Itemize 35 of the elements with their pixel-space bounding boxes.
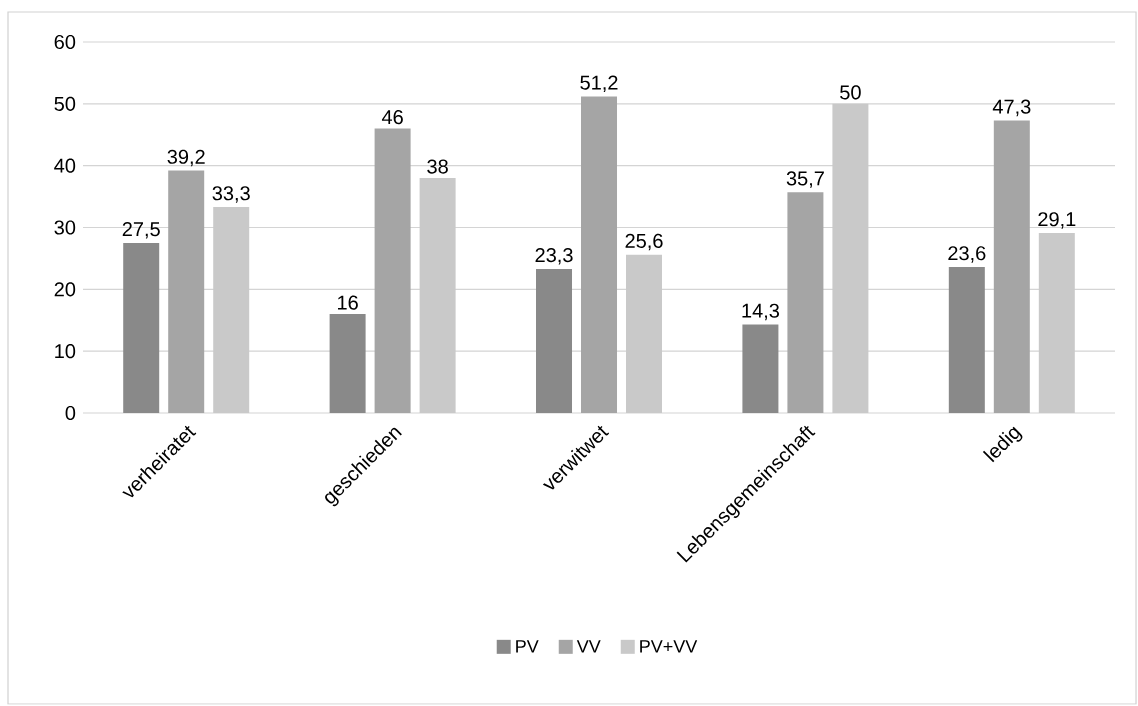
data-label: 16 xyxy=(338,295,358,310)
y-tick-label: 50 xyxy=(54,96,76,111)
data-label: 23,3 xyxy=(535,248,573,265)
data-label: 33,3 xyxy=(212,186,250,203)
legend-label: PV+VV xyxy=(640,640,698,653)
bar xyxy=(581,96,618,413)
y-tick-label: 10 xyxy=(55,344,76,359)
data-label: 39,2 xyxy=(167,149,205,167)
data-label: 14,3 xyxy=(742,303,780,321)
data-label: 29,1 xyxy=(1038,212,1076,229)
y-tick-label: 20 xyxy=(54,282,76,297)
bar xyxy=(787,192,824,413)
bar xyxy=(329,314,366,413)
y-tick-label: 0 xyxy=(65,405,76,421)
data-label: 50 xyxy=(840,85,861,100)
data-label: 46 xyxy=(381,110,403,125)
bar xyxy=(742,324,779,413)
data-label: 23,6 xyxy=(948,246,986,263)
y-tick-label: 40 xyxy=(54,158,76,173)
data-label: 38 xyxy=(427,159,448,174)
legend-label: PV xyxy=(516,640,539,653)
data-label: 51,2 xyxy=(580,75,618,93)
bar xyxy=(123,242,160,413)
data-label: 27,5 xyxy=(122,222,160,239)
bar xyxy=(993,120,1030,413)
y-tick-label: 60 xyxy=(54,34,76,50)
y-tick-label: 30 xyxy=(54,220,76,235)
legend-label: VV xyxy=(576,640,601,653)
data-label: 47,3 xyxy=(992,99,1031,117)
data-label: 35,7 xyxy=(786,171,824,188)
bar xyxy=(374,128,411,413)
bar xyxy=(168,170,205,413)
bar xyxy=(536,268,573,413)
data-label: 25,6 xyxy=(625,233,663,251)
bar xyxy=(948,267,985,413)
